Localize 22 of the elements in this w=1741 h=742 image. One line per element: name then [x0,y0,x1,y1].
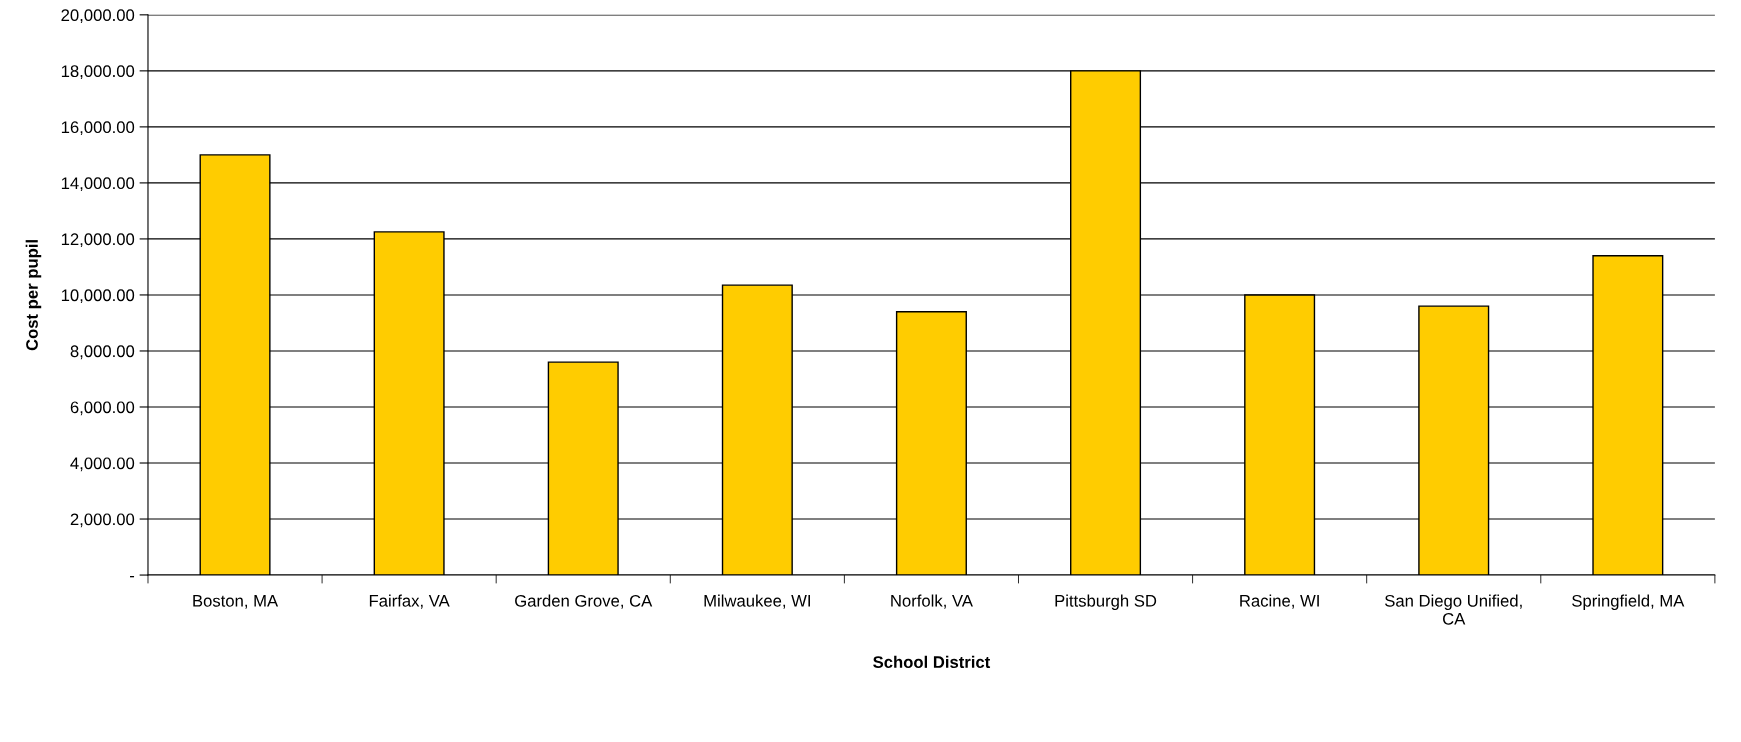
y-tick-label: 6,000.00 [70,401,135,416]
y-axis-title: Cost per pupil [25,240,42,351]
y-tick-label: 8,000.00 [70,345,135,360]
x-tick-label: Pittsburgh SD [1055,594,1157,611]
x-tick-label: Boston, MA [193,595,279,609]
y-tick-label: 16,000.00 [61,121,135,136]
x-tick-label: Norfolk, VA [891,594,973,609]
y-tick-label: 4,000.00 [70,457,135,472]
y-tick-label: 20,000.00 [61,9,135,24]
y-tick-label: 14,000.00 [61,177,135,192]
y-tick-label: - [129,576,135,578]
y-tick-label: 18,000.00 [61,65,135,80]
x-axis-title: School District [873,655,991,668]
y-tick-label: 2,000.00 [70,513,135,528]
x-tick-label: Fairfax, VA [369,594,450,609]
x-tick-label: San Diego Unified, CA [1385,594,1522,625]
x-tick-label: Racine, WI [1240,594,1319,609]
x-tick-label: Milwaukee, WI [704,594,810,609]
x-tick-label: Garden Grove, CA [515,594,653,609]
y-tick-label: 12,000.00 [61,233,135,248]
y-tick-label: 10,000.00 [61,289,135,304]
x-tick-label: Springfield, MA [1572,594,1685,611]
